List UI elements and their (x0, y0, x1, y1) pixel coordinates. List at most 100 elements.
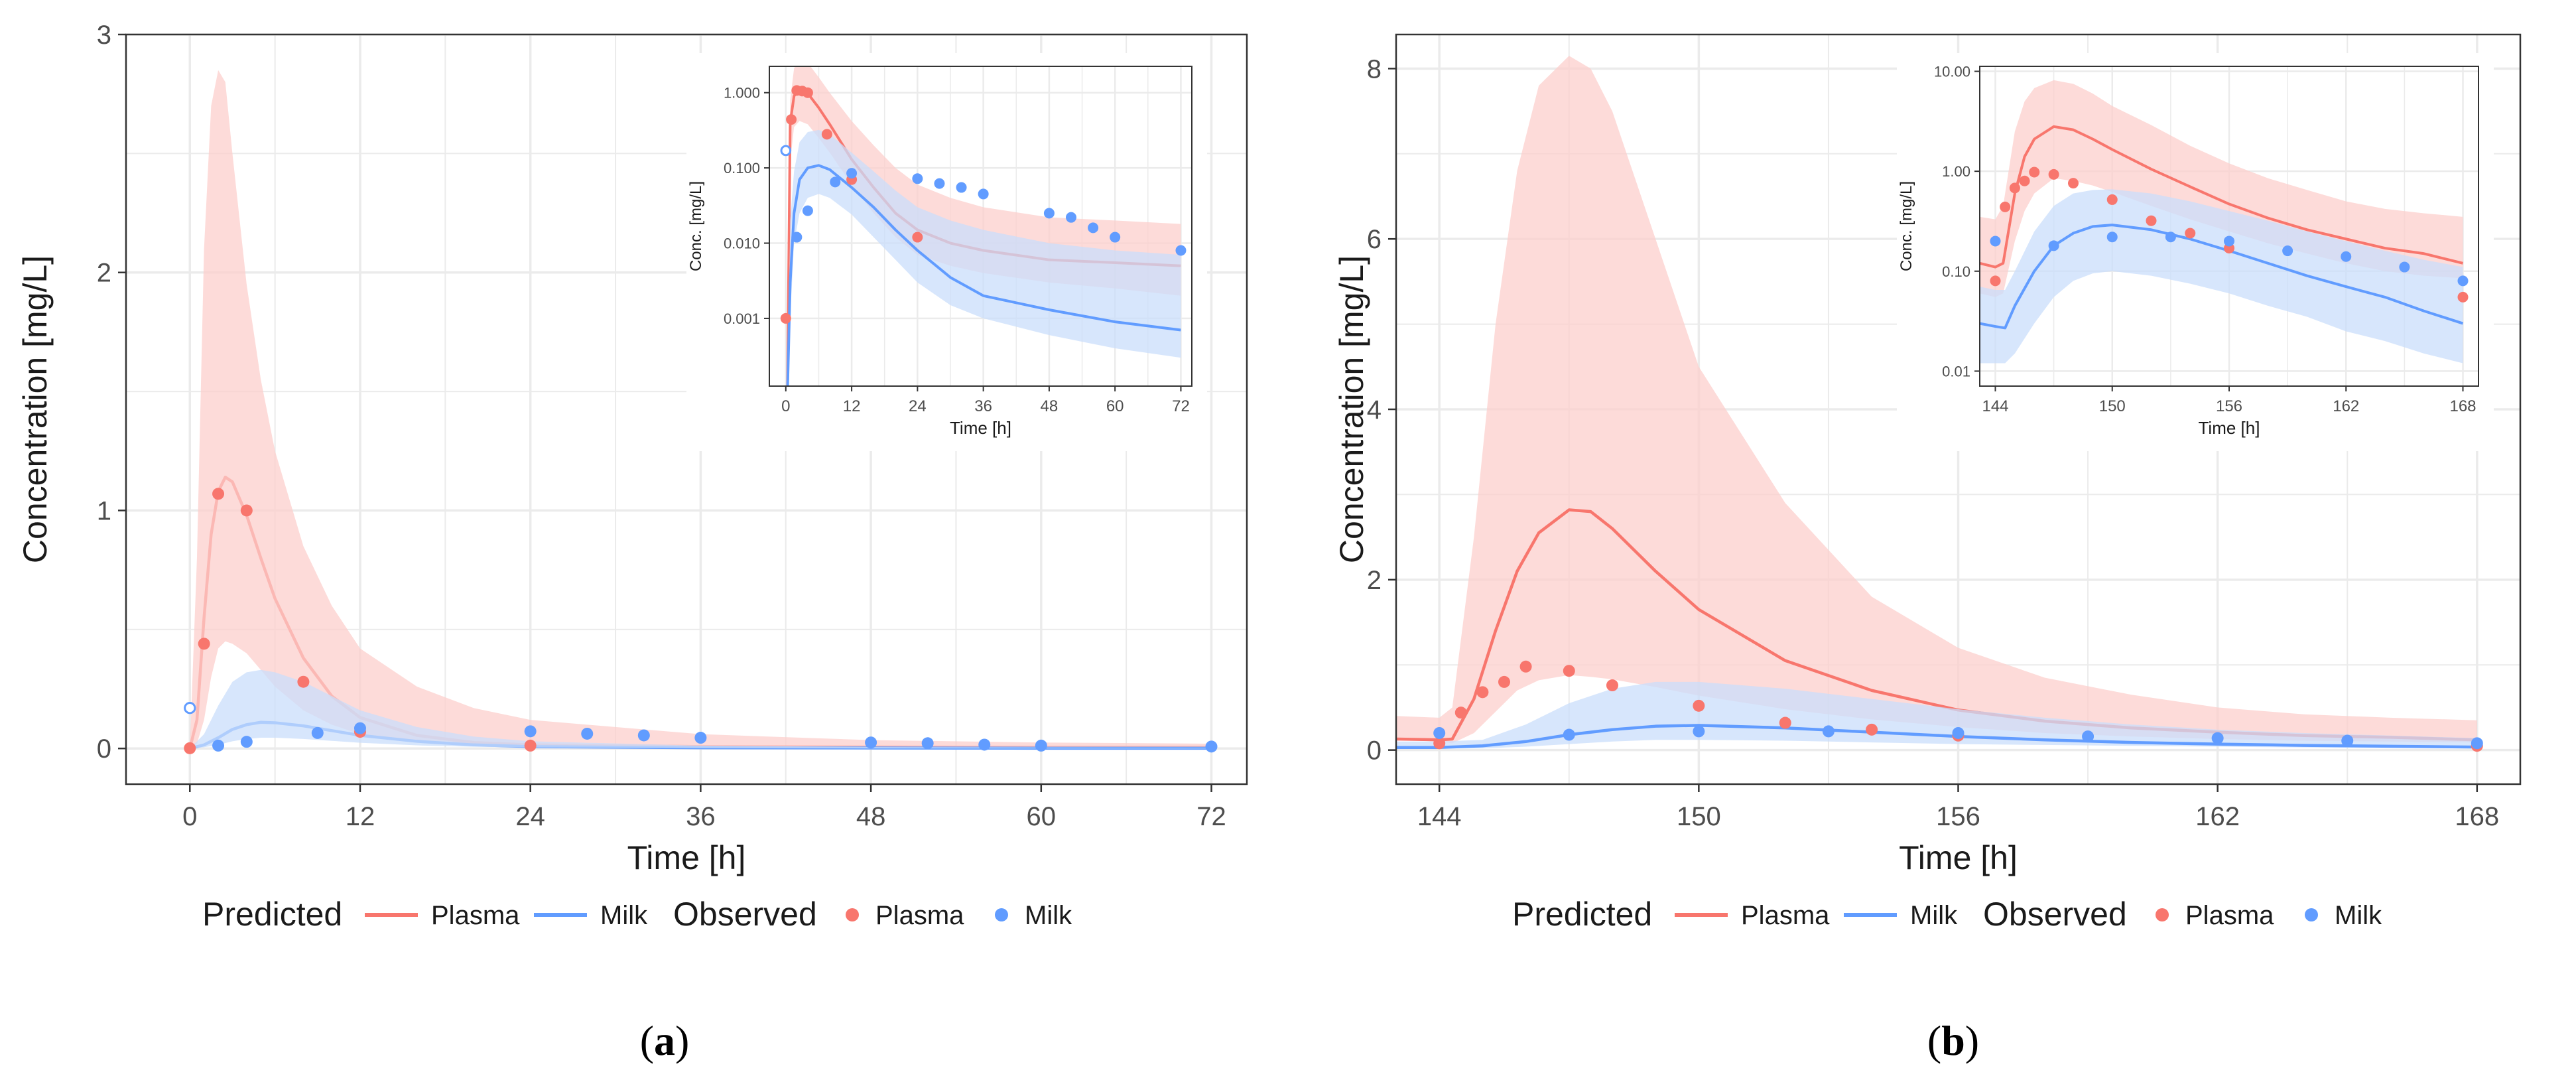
observed-point (524, 725, 537, 738)
observed-point (1035, 739, 1047, 752)
legend-label-observed-plasma: Plasma (2185, 901, 2274, 930)
observed-point (637, 729, 650, 742)
x-tick-label: 72 (1196, 802, 1226, 831)
confidence-band (1396, 56, 2477, 744)
observed-point (1205, 740, 1218, 753)
confidence-band (1980, 189, 2463, 364)
observed-point (1476, 686, 1489, 699)
inset-x-tick-label: 156 (2216, 397, 2242, 415)
legend-key-point-plasma (846, 908, 859, 921)
observed-point (2399, 261, 2410, 273)
observed-point (978, 188, 989, 200)
observed-point (1693, 725, 1705, 738)
observed-point (2082, 730, 2094, 743)
observed-point (2029, 167, 2040, 178)
confidence-band (787, 129, 1181, 386)
observed-point (802, 87, 813, 98)
observed-point (2224, 236, 2234, 247)
y-tick-label: 2 (1367, 566, 1382, 595)
x-axis-label: Time [h] (1899, 839, 2018, 876)
legend-label-predicted-milk: Milk (1910, 901, 1958, 930)
inset-x-axis-label: Time [h] (950, 418, 1011, 438)
y-axis-label: Concentration [mg/L] (1333, 255, 1370, 563)
observed-point (1110, 232, 1121, 243)
inset-x-axis-label: Time [h] (2199, 418, 2260, 438)
x-tick-label: 48 (856, 802, 886, 831)
observed-point (865, 736, 877, 749)
plot-border (125, 33, 1248, 785)
panel-caption: (b) (1927, 1017, 1979, 1064)
inset-x-tick-label: 24 (909, 397, 927, 415)
observed-point (354, 722, 366, 734)
observed-point (2106, 194, 2118, 205)
observed-point (2000, 201, 2011, 212)
observed-point (1043, 208, 1055, 219)
x-tick-label: 168 (2455, 802, 2499, 831)
legend-label-observed-plasma: Plasma (875, 901, 964, 930)
y-tick-label: 1 (97, 496, 111, 525)
observed-point (912, 232, 923, 243)
y-tick-label: 0 (97, 734, 111, 764)
inset-y-tick-label: 0.100 (724, 160, 760, 176)
observed-point (1563, 728, 1575, 741)
observed-point (2048, 240, 2059, 251)
observed-point (791, 232, 803, 243)
observed-point (780, 312, 791, 324)
legend-key-point-milk (2305, 908, 2318, 921)
inset-y-tick-label: 1.00 (1942, 163, 1970, 180)
observed-point (921, 737, 934, 750)
legend-label-observed-milk: Milk (2335, 901, 2382, 930)
legend-label-predicted-milk: Milk (600, 901, 648, 930)
inset-x-tick-label: 168 (2449, 397, 2476, 415)
y-tick-label: 6 (1367, 225, 1382, 254)
inset-x-tick-label: 0 (781, 397, 790, 415)
observed-point (2341, 734, 2354, 747)
observed-point (184, 742, 196, 754)
observed-point (240, 504, 253, 517)
observed-point (1822, 725, 1835, 738)
panel-b: 144 150 156 162 168 0 2 4 6 8 Time [h] Concentratio… (1333, 33, 2522, 1064)
observed-point (1779, 716, 1791, 729)
observed-point (1952, 726, 1964, 739)
inset-x-tick-label: 72 (1172, 397, 1190, 415)
observed-point (1066, 212, 1076, 223)
legend-title-observed: Observed (1983, 896, 2127, 933)
legend-title-predicted: Predicted (1512, 896, 1652, 933)
inset-x-tick-label: 162 (2333, 397, 2359, 415)
panel-caption: (a) (640, 1017, 690, 1064)
observed-point (2068, 178, 2079, 189)
observed-point (297, 675, 310, 688)
observed-point (198, 638, 210, 650)
observed-point (830, 176, 841, 188)
observed-point (934, 178, 945, 189)
observed-point (1990, 275, 2001, 287)
inset-x-tick-label: 48 (1041, 397, 1059, 415)
observed-point (1088, 222, 1099, 234)
observed-point (524, 739, 537, 752)
observed-point (1433, 737, 1446, 750)
observed-point (2106, 232, 2118, 243)
confidence-band (787, 66, 1181, 386)
observed-point (581, 727, 594, 740)
x-tick-label: 144 (1417, 802, 1462, 831)
observed-point (694, 732, 707, 744)
observed-point (1693, 699, 1705, 712)
observed-point (1433, 726, 1446, 739)
observed-point (786, 114, 797, 125)
confidence-band (1396, 681, 2477, 749)
inset-y-tick-label: 0.010 (724, 236, 760, 252)
inset-border (769, 66, 1192, 387)
observed-point (1498, 675, 1510, 688)
observed-point (846, 168, 858, 179)
observed-point (212, 488, 225, 500)
observed-point (1519, 660, 1532, 673)
legend-key-point-plasma (2156, 908, 2169, 921)
observed-point (802, 205, 813, 216)
legend-title-predicted: Predicted (202, 896, 342, 933)
inset-y-tick-label: 0.01 (1942, 363, 1970, 379)
y-tick-label: 8 (1367, 54, 1382, 84)
y-tick-label: 3 (97, 21, 111, 50)
inset-y-tick-label: 0.10 (1942, 263, 1970, 280)
observed-point (2146, 215, 2157, 226)
